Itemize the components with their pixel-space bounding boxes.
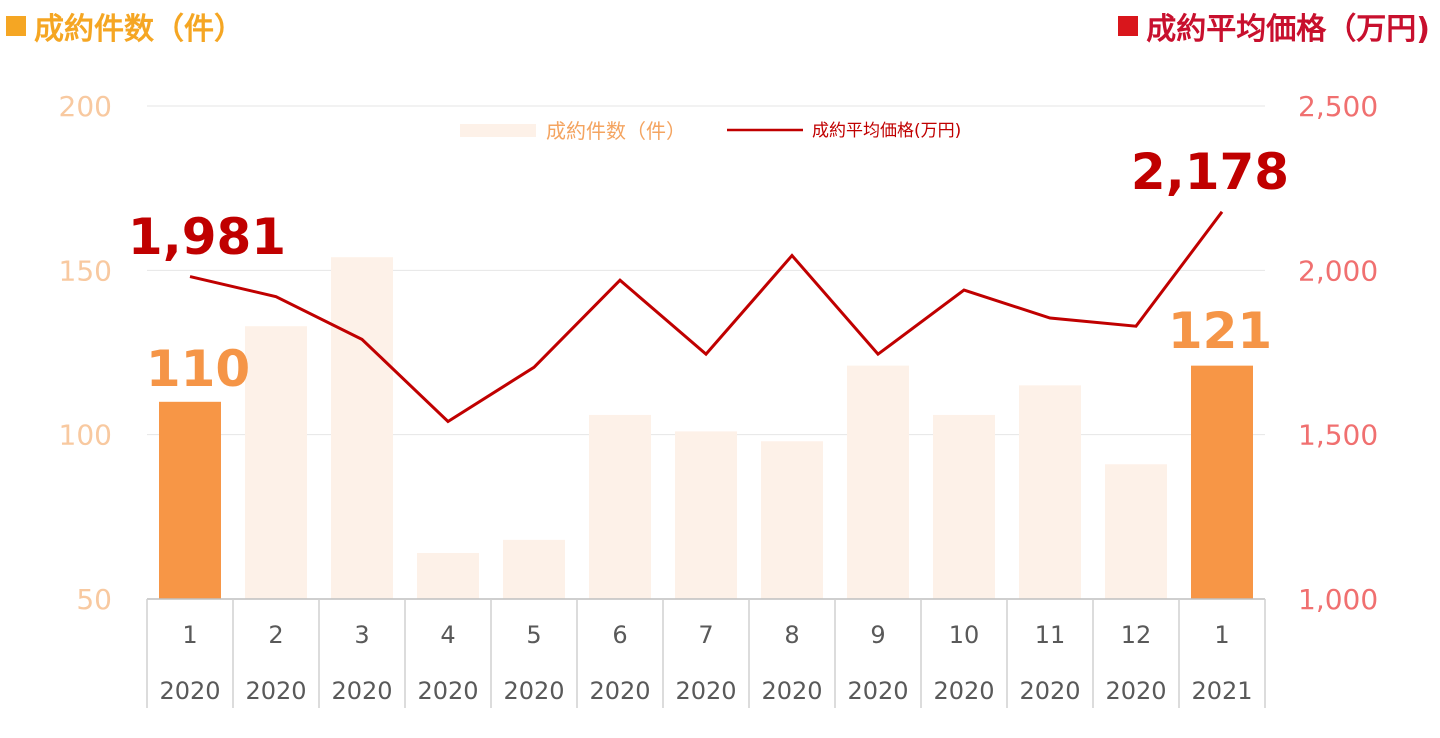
x-tick-year: 2020 — [847, 677, 908, 705]
count-data-label: 110 — [146, 340, 250, 398]
price-data-label: 2,178 — [1131, 143, 1289, 201]
bar — [933, 414, 995, 599]
bar — [847, 365, 909, 599]
bar — [1105, 464, 1167, 599]
x-tick-year: 2020 — [331, 677, 392, 705]
y-right-tick-label: 2,000 — [1298, 254, 1378, 287]
x-tick-month: 5 — [526, 621, 541, 649]
legend: 成約件数（件） 成約平均価格(万円) — [460, 119, 961, 143]
data-labels: 1,981 2,178 110 121 — [128, 143, 1289, 398]
bar — [245, 326, 307, 599]
x-tick-month: 3 — [354, 621, 369, 649]
count-data-label: 121 — [1168, 302, 1272, 360]
x-tick-month: 9 — [870, 621, 885, 649]
x-tick-year: 2020 — [589, 677, 650, 705]
x-tick-year: 2021 — [1191, 677, 1252, 705]
legend-bar-swatch — [460, 124, 536, 137]
bar — [761, 441, 823, 599]
legend-line-label: 成約平均価格(万円) — [812, 121, 961, 141]
x-tick-month: 12 — [1121, 621, 1152, 649]
price-data-label: 1,981 — [128, 208, 286, 266]
x-tick-month: 7 — [698, 621, 713, 649]
x-tick-month: 4 — [440, 621, 455, 649]
x-tick-month: 1 — [1214, 621, 1229, 649]
x-tick-month: 6 — [612, 621, 627, 649]
y-left-tick-label: 100 — [59, 419, 112, 452]
y-right-tick-label: 1,000 — [1298, 583, 1378, 616]
axes: 200 150 100 50 2,500 2,000 1,500 1,000 1 2020 2 202… — [59, 90, 1378, 708]
x-tick-year: 2020 — [1019, 677, 1080, 705]
red-square-icon — [1118, 16, 1139, 36]
y-left-tick-label: 150 — [59, 254, 112, 287]
x-tick-year: 2020 — [503, 677, 564, 705]
x-tick-year: 2020 — [761, 677, 822, 705]
x-tick-month: 10 — [949, 621, 980, 649]
left-axis-title-text: 成約件数（件） — [34, 12, 244, 47]
right-axis-title-text: 成約平均価格（万円) — [1146, 12, 1430, 47]
x-tick-month: 1 — [182, 621, 197, 649]
bar — [417, 552, 479, 599]
gridlines — [147, 105, 1265, 436]
x-tick-month: 2 — [268, 621, 283, 649]
right-axis-title: 成約平均価格（万円) — [1118, 4, 1430, 48]
bar — [589, 414, 651, 599]
left-axis-title: 成約件数（件） — [6, 4, 244, 48]
x-tick-month: 8 — [784, 621, 799, 649]
bar — [675, 431, 737, 599]
y-right-tick-label: 1,500 — [1298, 419, 1378, 452]
orange-square-icon — [6, 16, 26, 36]
bar-series — [159, 257, 1253, 599]
y-right-tick-label: 2,500 — [1298, 90, 1378, 123]
y-left-tick-label: 200 — [59, 90, 112, 123]
bar — [159, 401, 221, 599]
line-series — [189, 210, 1224, 424]
x-tick-year: 2020 — [1105, 677, 1166, 705]
x-tick-year: 2020 — [245, 677, 306, 705]
bar — [1019, 385, 1081, 599]
x-tick-year: 2020 — [675, 677, 736, 705]
bar — [331, 257, 393, 599]
x-tick-year: 2020 — [417, 677, 478, 705]
x-tick-year: 2020 — [159, 677, 220, 705]
y-left-tick-label: 50 — [76, 583, 112, 616]
x-tick-month: 11 — [1035, 621, 1066, 649]
bar — [503, 539, 565, 599]
legend-bar-label: 成約件数（件） — [546, 119, 686, 143]
x-tick-year: 2020 — [933, 677, 994, 705]
bar — [1191, 365, 1253, 599]
